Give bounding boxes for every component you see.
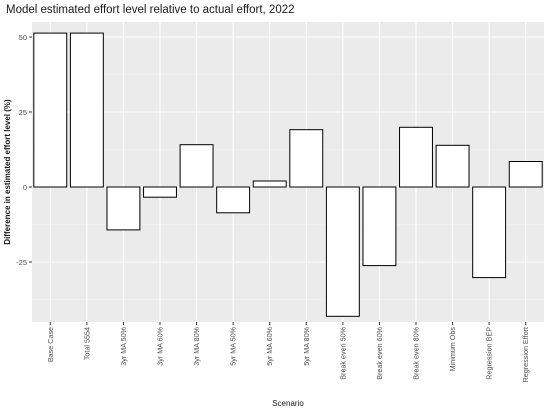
x-tick-label: Break even 60% — [375, 326, 384, 379]
y-axis-title: Difference in estimated effort level (%) — [3, 99, 12, 245]
bar — [362, 186, 397, 267]
x-tick-label: 5yr MA 60% — [265, 326, 274, 365]
y-tick-label: 50 — [19, 33, 27, 42]
bar — [106, 186, 141, 231]
x-tick-label: Minimum Obs — [448, 327, 457, 372]
bar — [216, 186, 251, 214]
bar — [472, 186, 507, 279]
x-tick-label: Regression BEP — [485, 327, 494, 380]
x-tick-label: 3yr MA 80% — [192, 326, 201, 365]
bar — [399, 126, 433, 188]
chart-title: Model estimated effort level relative to… — [6, 4, 295, 16]
x-tick-label: Break even 80% — [412, 326, 421, 379]
y-tick-label: 25 — [19, 108, 27, 117]
bar — [252, 180, 287, 188]
x-tick-label: Break even 50% — [338, 326, 347, 379]
x-tick-label: 3yr MA 60% — [156, 326, 165, 365]
y-tick-label: -25 — [16, 258, 27, 267]
bar — [143, 186, 177, 198]
bar — [179, 144, 214, 188]
y-axis-ticks: -25 0 25 50 — [16, 33, 32, 267]
x-axis-ticks: Base Case Total 5554 3yr MA 50% 3yr MA 60% 3… — [46, 322, 530, 382]
bar — [508, 161, 543, 188]
bar — [289, 129, 324, 188]
x-tick-label: Regression Effort — [521, 327, 530, 382]
x-tick-label: 5yr MA 50% — [229, 326, 238, 365]
bar — [435, 144, 470, 188]
bars — [33, 32, 543, 317]
bar — [69, 32, 104, 188]
x-tick-label: Base Case — [46, 327, 55, 362]
bar — [325, 186, 360, 317]
y-tick-label: 0 — [23, 183, 27, 192]
x-tick-label: Total 5554 — [82, 327, 91, 360]
bar — [33, 32, 68, 188]
x-tick-label: 5yr MA 80% — [302, 326, 311, 365]
x-axis-title: Scenario — [272, 399, 304, 408]
x-tick-label: 3yr MA 50% — [119, 326, 128, 365]
